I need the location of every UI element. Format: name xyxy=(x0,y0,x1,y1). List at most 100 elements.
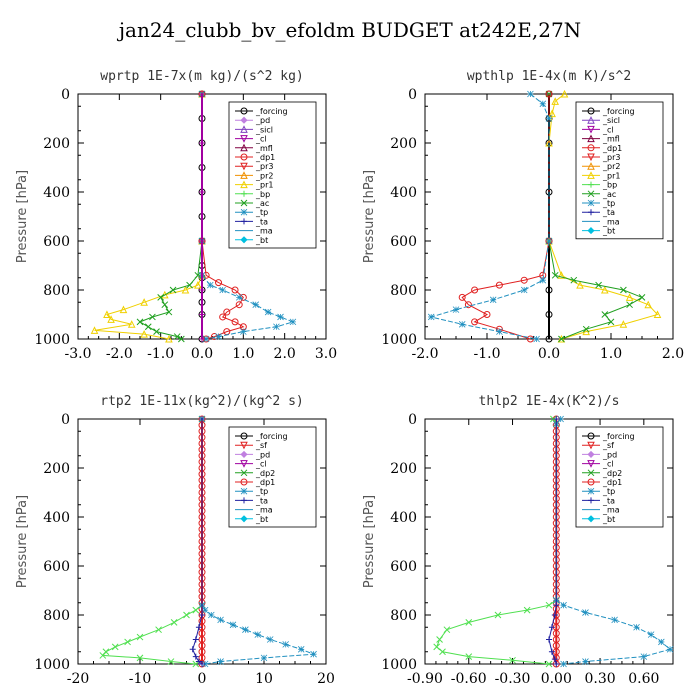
data-point xyxy=(219,286,226,294)
data-point xyxy=(240,328,247,335)
legend-box xyxy=(575,426,664,528)
x-tick-label: 0.00 xyxy=(541,671,572,687)
data-point xyxy=(548,648,555,655)
data-point xyxy=(103,310,111,318)
data-point xyxy=(658,638,665,646)
y-tick-label: 0 xyxy=(61,87,70,103)
data-point xyxy=(619,320,628,328)
legend-marker xyxy=(241,218,247,225)
legend-marker xyxy=(587,469,595,477)
data-point xyxy=(215,333,222,340)
x-tick-label: 1.0 xyxy=(232,346,254,362)
legend-label: _ta xyxy=(255,496,268,505)
data-point xyxy=(666,646,674,653)
data-point xyxy=(452,306,460,313)
legend-label: _pr2 xyxy=(255,171,273,180)
data-point xyxy=(545,90,553,98)
data-point xyxy=(165,334,173,343)
data-point xyxy=(527,90,534,98)
data-point xyxy=(546,636,552,643)
data-point xyxy=(282,641,289,648)
legend-marker xyxy=(240,162,248,171)
y-tick-label: 800 xyxy=(43,283,70,299)
data-point xyxy=(199,612,205,618)
x-tick-label: -0.30 xyxy=(495,671,531,687)
data-point xyxy=(90,326,99,334)
data-point xyxy=(189,646,196,653)
x-tick-label: 20 xyxy=(317,671,335,687)
data-point xyxy=(136,318,144,326)
data-point xyxy=(206,281,214,289)
legend-marker xyxy=(240,125,248,133)
data-point xyxy=(266,636,274,643)
data-point xyxy=(620,286,627,294)
x-tick-label: 0.0 xyxy=(538,346,560,362)
data-point xyxy=(177,335,185,343)
data-point xyxy=(595,281,602,289)
data-point xyxy=(560,660,567,668)
legend-marker xyxy=(587,125,595,134)
data-point xyxy=(264,308,272,316)
legend-label: _bp xyxy=(255,190,270,199)
x-tick-label: 0.60 xyxy=(628,671,659,687)
legend-label: _ma xyxy=(602,217,620,226)
y-tick-label: 200 xyxy=(390,136,417,152)
data-point xyxy=(217,616,224,624)
data-point xyxy=(548,109,556,118)
data-point xyxy=(465,653,473,661)
data-point xyxy=(183,611,190,619)
data-point xyxy=(199,661,205,667)
data-point xyxy=(545,237,553,245)
y-axis-label: Pressure [hPa] xyxy=(15,495,30,588)
data-point xyxy=(144,323,152,331)
legend-marker xyxy=(240,432,248,440)
legend-marker xyxy=(587,162,595,170)
legend-label: _ac xyxy=(255,199,269,208)
data-point xyxy=(165,308,173,316)
y-tick-label: 1000 xyxy=(34,332,70,348)
data-point xyxy=(202,335,210,343)
data-point xyxy=(545,660,553,668)
legend-label: _bp xyxy=(602,181,617,190)
y-tick-label: 0 xyxy=(408,87,417,103)
legend-marker xyxy=(587,190,595,198)
legend-marker xyxy=(587,144,595,152)
legend-label: _ma xyxy=(255,506,273,515)
legend-marker xyxy=(241,190,247,197)
legend-marker xyxy=(240,199,248,207)
legend-marker xyxy=(240,441,248,450)
data-point xyxy=(558,335,565,343)
data-point xyxy=(533,335,540,343)
chart-title: thlp2 1E-4x(K^2)/s xyxy=(479,394,620,409)
data-point xyxy=(170,618,178,626)
data-point xyxy=(582,325,590,333)
legend-label: _forcing xyxy=(602,432,635,441)
data-point xyxy=(458,293,466,301)
chart-panel-4: thlp2 1E-4x(K^2)/s Pressure [hPa] -0.90 -0.… xyxy=(362,394,674,687)
data-point xyxy=(169,286,177,294)
legend-marker xyxy=(240,180,248,189)
series-line-ac xyxy=(548,94,644,340)
legend-label: _mfl xyxy=(255,144,273,153)
x-tick-label: -1.0 xyxy=(474,346,501,362)
y-tick-label: 400 xyxy=(390,185,417,201)
chart-panel-1: wprtp 1E-7x(m kg)/(s^2 kg) Pressure [hPa]… xyxy=(15,69,337,362)
legend-label: _pd xyxy=(602,450,617,459)
legend-label: _forcing xyxy=(255,432,288,441)
x-tick-label: 2.0 xyxy=(662,346,684,362)
chart-title: wprtp 1E-7x(m kg)/(s^2 kg) xyxy=(100,69,304,84)
legend-label: _tp xyxy=(255,487,268,496)
data-point xyxy=(545,286,553,294)
series-line-dp2 xyxy=(436,418,557,665)
y-axis-label: Pressure [hPa] xyxy=(15,170,30,263)
legend-marker xyxy=(587,460,595,468)
data-point xyxy=(601,311,609,318)
legend-marker xyxy=(587,134,595,143)
data-point xyxy=(99,652,107,659)
data-point xyxy=(576,280,584,289)
data-point xyxy=(199,287,205,293)
data-point xyxy=(570,276,578,284)
legend-label: _dp2 xyxy=(255,469,275,478)
legend-marker xyxy=(587,227,595,235)
